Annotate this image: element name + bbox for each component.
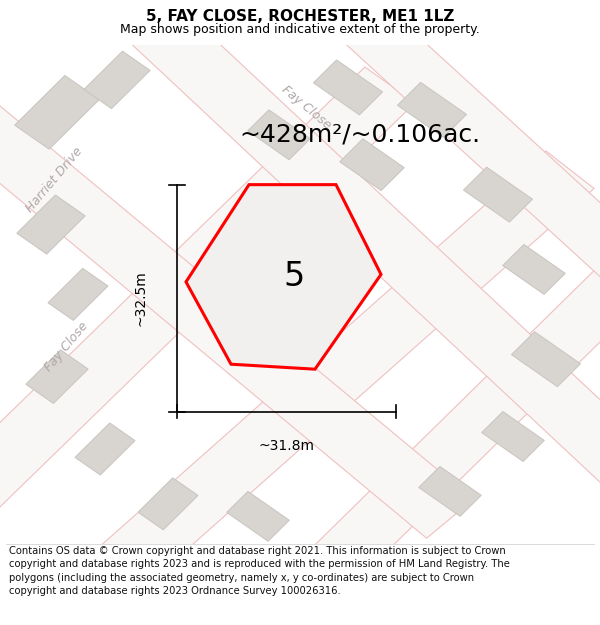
Text: Contains OS data © Crown copyright and database right 2021. This information is : Contains OS data © Crown copyright and d… [9,546,510,596]
Polygon shape [340,139,404,191]
Polygon shape [503,244,565,294]
Polygon shape [48,268,108,321]
Polygon shape [313,60,383,115]
Polygon shape [511,332,581,387]
Polygon shape [138,478,198,530]
Polygon shape [0,101,473,538]
Polygon shape [17,195,85,254]
Text: ~428m²/~0.106ac.: ~428m²/~0.106ac. [239,122,481,147]
Polygon shape [96,151,594,588]
Polygon shape [75,423,135,475]
Text: Map shows position and indicative extent of the property.: Map shows position and indicative extent… [120,23,480,36]
Text: 5: 5 [283,261,305,293]
Text: 5, FAY CLOSE, ROCHESTER, ME1 1LZ: 5, FAY CLOSE, ROCHESTER, ME1 1LZ [146,9,454,24]
Text: Harriet Drive: Harriet Drive [23,144,85,215]
Text: Fay Close: Fay Close [278,83,334,132]
Polygon shape [125,2,600,487]
Polygon shape [26,350,88,404]
Polygon shape [14,76,100,149]
Polygon shape [186,184,381,369]
Polygon shape [338,3,600,311]
Polygon shape [307,228,600,585]
Polygon shape [463,167,533,222]
Polygon shape [0,67,415,512]
Text: Fay Close: Fay Close [41,319,91,374]
Polygon shape [482,412,544,461]
Text: ~31.8m: ~31.8m [259,439,314,453]
Polygon shape [227,491,289,541]
Polygon shape [248,110,310,160]
Text: ~32.5m: ~32.5m [134,270,148,326]
Polygon shape [419,466,481,516]
Polygon shape [397,82,467,138]
Polygon shape [84,51,150,109]
